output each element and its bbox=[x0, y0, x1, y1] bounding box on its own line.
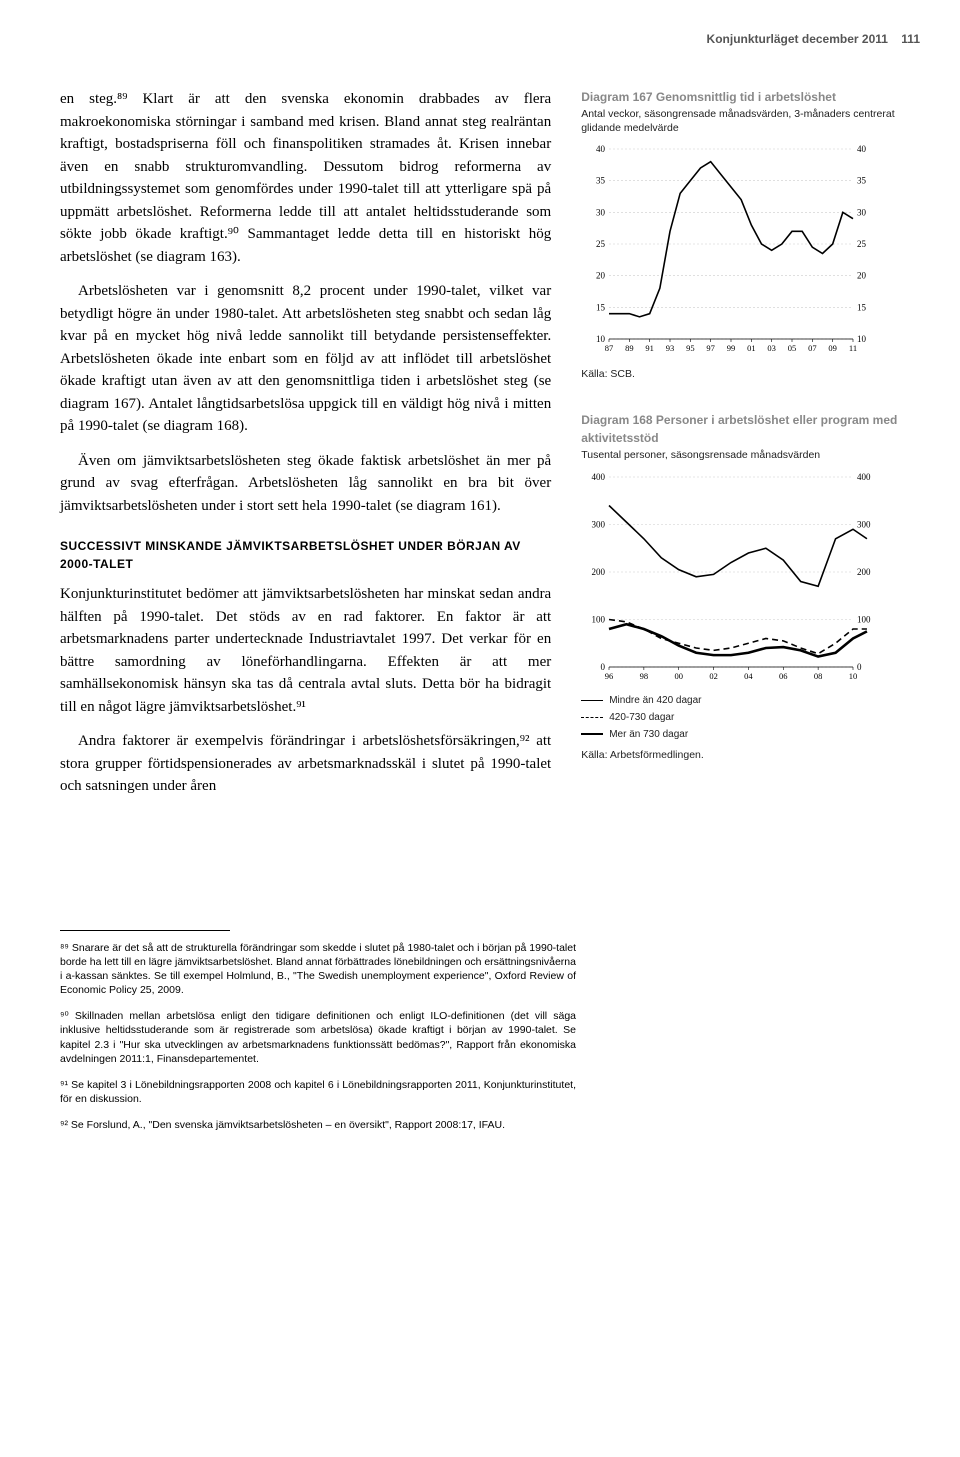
svg-text:98: 98 bbox=[640, 671, 649, 681]
svg-text:25: 25 bbox=[596, 239, 606, 249]
svg-text:01: 01 bbox=[747, 343, 756, 353]
svg-text:20: 20 bbox=[596, 271, 606, 281]
legend-label: Mindre än 420 dagar bbox=[609, 693, 701, 708]
svg-text:35: 35 bbox=[857, 176, 867, 186]
main-column: en steg.⁸⁹ Klart är att den svenska ekon… bbox=[60, 88, 551, 810]
chart-title: Diagram 167 Genomsnittlig tid i arbetslö… bbox=[581, 88, 920, 106]
legend-swatch bbox=[581, 700, 603, 701]
svg-text:10: 10 bbox=[849, 671, 858, 681]
svg-text:03: 03 bbox=[768, 343, 777, 353]
chart-168-block: Diagram 168 Personer i arbetslöshet elle… bbox=[581, 411, 920, 763]
svg-text:15: 15 bbox=[857, 303, 867, 313]
svg-text:0: 0 bbox=[857, 662, 862, 672]
svg-text:99: 99 bbox=[727, 343, 736, 353]
svg-text:25: 25 bbox=[857, 239, 867, 249]
doc-title: Konjunkturläget december 2011 bbox=[707, 32, 888, 46]
paragraph: Även om jämviktsarbetslösheten steg ökad… bbox=[60, 450, 551, 518]
chart-title: Diagram 168 Personer i arbetslöshet elle… bbox=[581, 411, 920, 447]
svg-text:95: 95 bbox=[686, 343, 695, 353]
svg-text:06: 06 bbox=[779, 671, 788, 681]
page-header: Konjunkturläget december 2011 111 bbox=[60, 30, 920, 48]
legend-swatch bbox=[581, 733, 603, 735]
svg-text:100: 100 bbox=[857, 614, 871, 624]
paragraph: Arbetslösheten var i genomsnitt 8,2 proc… bbox=[60, 280, 551, 438]
svg-text:93: 93 bbox=[666, 343, 675, 353]
legend-item: Mindre än 420 dagar bbox=[581, 693, 920, 708]
svg-text:40: 40 bbox=[596, 144, 606, 154]
footnote-separator bbox=[60, 930, 230, 941]
paragraph: en steg.⁸⁹ Klart är att den svenska ekon… bbox=[60, 88, 551, 268]
svg-text:00: 00 bbox=[675, 671, 684, 681]
svg-text:30: 30 bbox=[857, 208, 867, 218]
svg-text:11: 11 bbox=[849, 343, 857, 353]
svg-text:89: 89 bbox=[625, 343, 634, 353]
legend-label: 420-730 dagar bbox=[609, 710, 674, 725]
svg-text:30: 30 bbox=[596, 208, 606, 218]
svg-text:96: 96 bbox=[605, 671, 614, 681]
svg-text:07: 07 bbox=[808, 343, 817, 353]
svg-text:04: 04 bbox=[744, 671, 753, 681]
footnote: ⁹¹ Se kapitel 3 i Lönebildningsrapporten… bbox=[60, 1078, 576, 1106]
legend-item: 420-730 dagar bbox=[581, 710, 920, 725]
svg-text:97: 97 bbox=[707, 343, 716, 353]
svg-text:300: 300 bbox=[857, 519, 871, 529]
side-column: Diagram 167 Genomsnittlig tid i arbetslö… bbox=[581, 88, 920, 810]
svg-text:400: 400 bbox=[857, 472, 871, 482]
chart-167-block: Diagram 167 Genomsnittlig tid i arbetslö… bbox=[581, 88, 920, 383]
svg-text:40: 40 bbox=[857, 144, 867, 154]
paragraph: Andra faktorer är exempelvis förändringa… bbox=[60, 730, 551, 798]
legend-item: Mer än 730 dagar bbox=[581, 727, 920, 742]
legend-label: Mer än 730 dagar bbox=[609, 727, 688, 742]
footnote: ⁹² Se Forslund, A., "Den svenska jämvikt… bbox=[60, 1118, 576, 1132]
svg-text:300: 300 bbox=[592, 519, 606, 529]
chart-168: 0010010020020030030040040096980002040608… bbox=[581, 469, 881, 689]
svg-text:87: 87 bbox=[605, 343, 614, 353]
svg-text:400: 400 bbox=[592, 472, 606, 482]
svg-text:15: 15 bbox=[596, 303, 606, 313]
section-heading: SUCCESSIVT MINSKANDE JÄMVIKTSARBETSLÖSHE… bbox=[60, 537, 551, 573]
chart-source: Källa: Arbetsförmedlingen. bbox=[581, 748, 920, 764]
svg-text:91: 91 bbox=[646, 343, 655, 353]
footnote: ⁹⁰ Skillnaden mellan arbetslösa enligt d… bbox=[60, 1009, 576, 1066]
chart-legend: Mindre än 420 dagar 420-730 dagar Mer än… bbox=[581, 693, 920, 742]
svg-text:20: 20 bbox=[857, 271, 867, 281]
svg-text:09: 09 bbox=[829, 343, 838, 353]
svg-text:10: 10 bbox=[857, 334, 867, 344]
svg-text:08: 08 bbox=[814, 671, 823, 681]
svg-text:05: 05 bbox=[788, 343, 797, 353]
svg-text:02: 02 bbox=[710, 671, 719, 681]
svg-text:200: 200 bbox=[857, 567, 871, 577]
paragraph: Konjunkturinstitutet bedömer att jämvikt… bbox=[60, 583, 551, 718]
svg-text:200: 200 bbox=[592, 567, 606, 577]
chart-167: 1010151520202525303035354040878991939597… bbox=[581, 141, 881, 361]
chart-subtitle: Tusental personer, säsongsrensade månads… bbox=[581, 449, 920, 463]
svg-text:100: 100 bbox=[592, 614, 606, 624]
footnote: ⁸⁹ Snarare är det så att de strukturella… bbox=[60, 941, 576, 998]
page-number: 111 bbox=[901, 32, 920, 46]
svg-text:35: 35 bbox=[596, 176, 606, 186]
legend-swatch bbox=[581, 717, 603, 718]
chart-subtitle: Antal veckor, säsongrensade månadsvärden… bbox=[581, 108, 920, 135]
chart-source: Källa: SCB. bbox=[581, 367, 920, 383]
